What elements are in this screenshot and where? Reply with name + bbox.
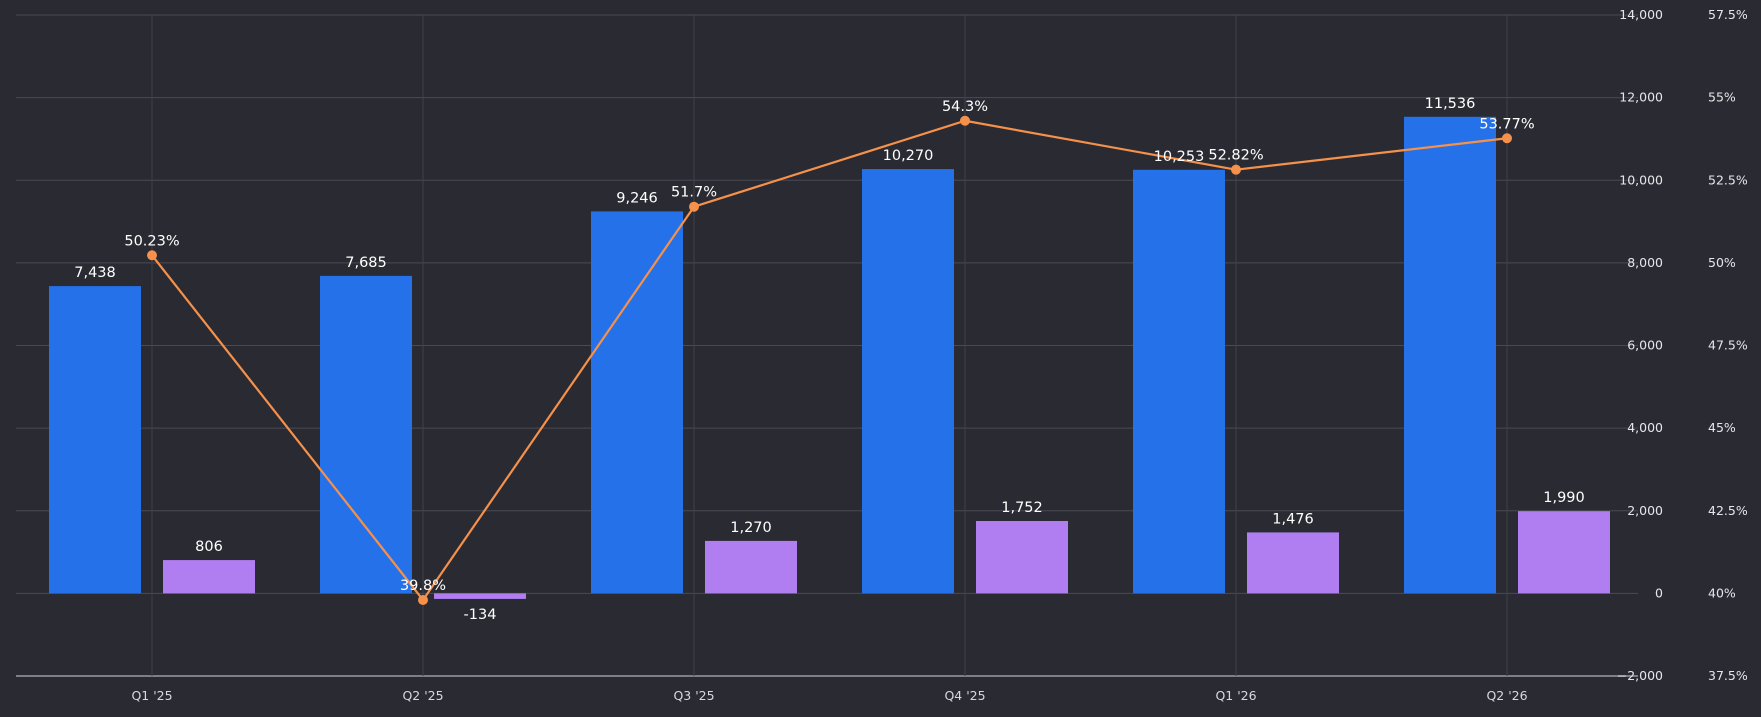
- line-data-label: 53.77%: [1479, 116, 1534, 132]
- y-left-tick-label: 14,000: [1619, 7, 1663, 22]
- line-point: [960, 115, 970, 126]
- line-point: [689, 201, 699, 212]
- y-left-tick-label: 6,000: [1627, 338, 1663, 353]
- bar-series-1: [862, 169, 954, 594]
- y-right-tick-label: 57.5%: [1708, 7, 1748, 22]
- y-left-tick-label: 2,000: [1627, 503, 1663, 518]
- bar-series-1: [49, 286, 141, 594]
- bar-series-1: [1404, 116, 1496, 594]
- axis-layer: 14,000 12,000 10,000 8,000 6,000 4,000 2,000 0 −…: [131, 7, 1747, 703]
- y-left-tick-label: −2,000: [1617, 668, 1663, 683]
- bar-data-label: -134: [464, 607, 497, 623]
- bar-series-1: [1133, 169, 1225, 594]
- bar-series-1: [320, 275, 412, 594]
- y-left-tick-label: 0: [1655, 585, 1663, 600]
- line-layer: [147, 115, 1512, 605]
- bar-data-label: 10,270: [883, 148, 934, 164]
- bar-series-2: [705, 540, 797, 594]
- x-tick-label: Q1 '25: [131, 688, 172, 703]
- bar-data-label: 11,536: [1425, 96, 1476, 112]
- line-point: [1502, 133, 1512, 144]
- x-tick-label: Q2 '25: [402, 688, 443, 703]
- y-right-tick-label: 42.5%: [1708, 503, 1748, 518]
- bar-data-label: 1,990: [1543, 490, 1585, 506]
- line-point: [1231, 164, 1241, 175]
- x-tick-label: Q3 '25: [673, 688, 714, 703]
- bar-data-label: 1,476: [1272, 511, 1314, 527]
- x-tick-label: Q4 '25: [944, 688, 985, 703]
- bar-series-2: [434, 593, 526, 599]
- y-right-tick-label: 37.5%: [1708, 668, 1748, 683]
- bar-series-2: [976, 520, 1068, 594]
- bar-data-label: 1,270: [730, 520, 772, 536]
- x-tick-label: Q1 '26: [1215, 688, 1256, 703]
- bar-data-label: 1,752: [1001, 500, 1043, 516]
- y-right-tick-label: 47.5%: [1708, 338, 1748, 353]
- y-right-tick-label: 40%: [1708, 585, 1736, 600]
- line-series: [151, 119, 1508, 602]
- line-data-label: 51.7%: [671, 185, 717, 201]
- y-left-tick-label: 12,000: [1619, 90, 1663, 105]
- y-right-tick-label: 45%: [1708, 420, 1736, 435]
- bar-data-label: 7,438: [74, 265, 116, 281]
- bar-series-2: [1518, 511, 1610, 594]
- bar-series-2: [1247, 532, 1339, 594]
- bar-data-label: 7,685: [345, 255, 387, 271]
- labels-layer: 7,438 7,685 9,246 10,270 10,253 11,536 806 -134…: [74, 96, 1585, 623]
- bar-data-label: 10,253: [1154, 149, 1205, 165]
- y-left-tick-label: 8,000: [1627, 255, 1663, 270]
- line-data-label: 39.8%: [400, 578, 446, 594]
- bar-series-1: [591, 211, 683, 594]
- line-data-label: 54.3%: [942, 99, 988, 115]
- line-point: [418, 594, 428, 605]
- line-data-label: 52.82%: [1208, 148, 1263, 164]
- x-tick-label: Q2 '26: [1486, 688, 1527, 703]
- bars-layer: [49, 116, 1610, 599]
- y-right-tick-label: 55%: [1708, 90, 1736, 105]
- y-right-tick-label: 50%: [1708, 255, 1736, 270]
- y-right-tick-label: 52.5%: [1708, 172, 1748, 187]
- y-left-tick-label: 10,000: [1619, 172, 1663, 187]
- grid-layer: [16, 14, 1638, 677]
- bar-data-label: 806: [195, 539, 223, 555]
- bar-data-label: 9,246: [616, 190, 658, 206]
- line-data-label: 50.23%: [124, 233, 179, 249]
- line-point: [147, 250, 157, 261]
- bar-series-2: [163, 560, 255, 594]
- y-left-tick-label: 4,000: [1627, 420, 1663, 435]
